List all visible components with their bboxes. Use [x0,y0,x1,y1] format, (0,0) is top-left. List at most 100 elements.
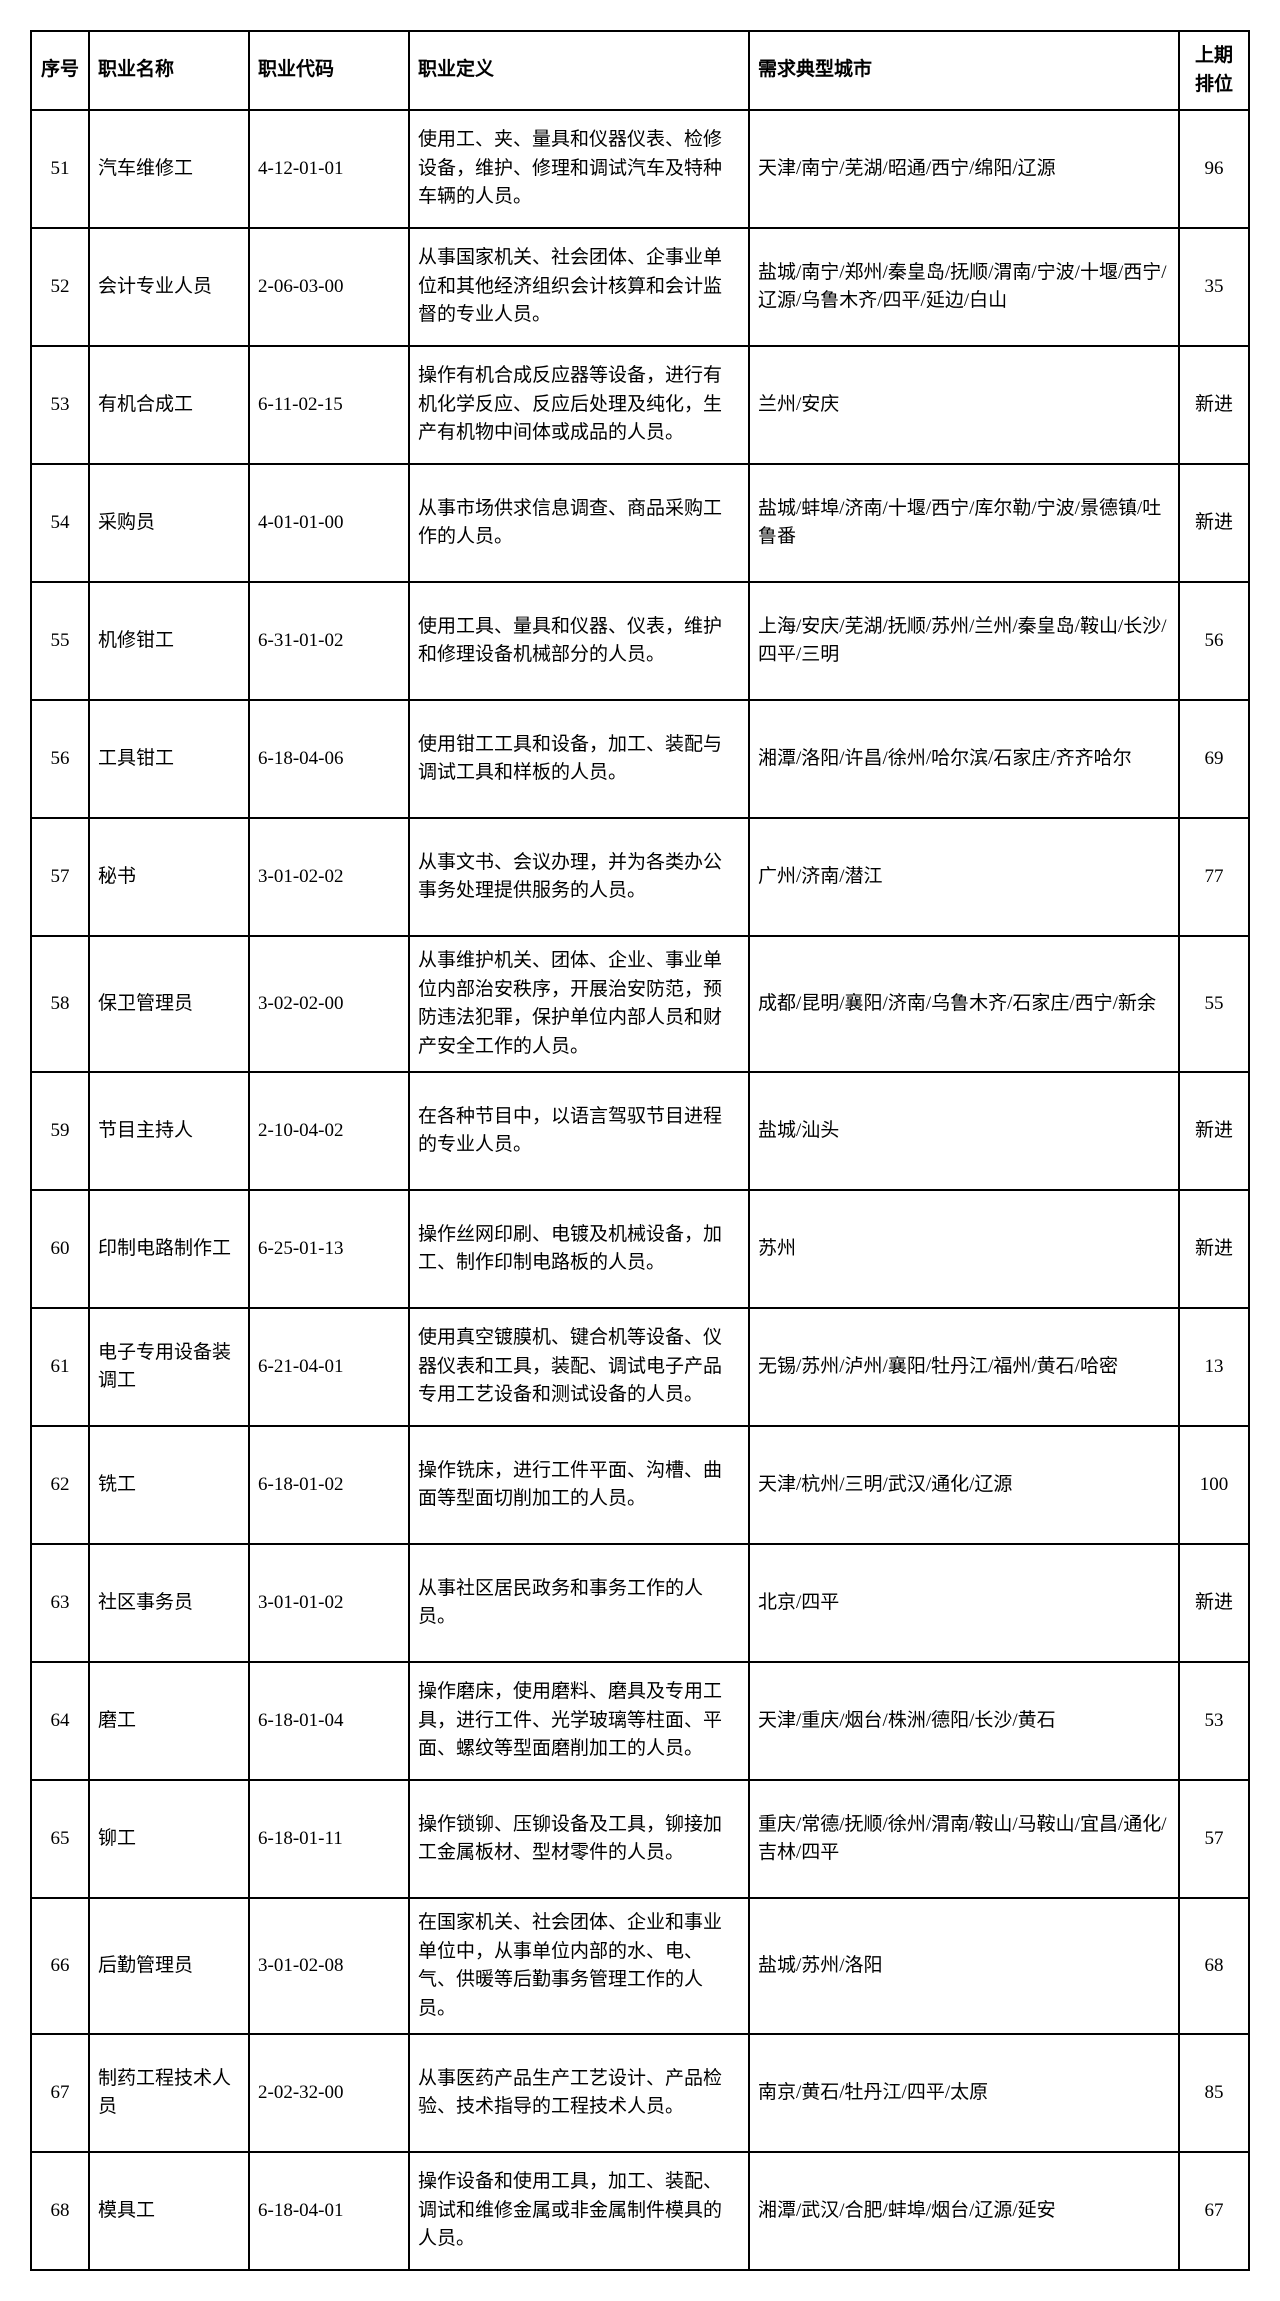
table-row: 62铣工6-18-01-02操作铣床，进行工件平面、沟槽、曲面等型面切削加工的人… [31,1426,1249,1544]
cell-definition: 使用真空镀膜机、键合机等设备、仪器仪表和工具，装配、调试电子产品专用工艺设备和测… [409,1308,749,1426]
cell-prev-rank: 68 [1179,1898,1249,2034]
cell-prev-rank: 新进 [1179,1190,1249,1308]
cell-definition: 从事医药产品生产工艺设计、产品检验、技术指导的工程技术人员。 [409,2034,749,2152]
table-row: 65铆工6-18-01-11操作锁铆、压铆设备及工具，铆接加工金属板材、型材零件… [31,1780,1249,1898]
table-row: 60印制电路制作工6-25-01-13操作丝网印刷、电镀及机械设备，加工、制作印… [31,1190,1249,1308]
cell-name: 节目主持人 [89,1072,249,1190]
cell-prev-rank: 56 [1179,582,1249,700]
cell-index: 67 [31,2034,89,2152]
cell-name: 保卫管理员 [89,936,249,1072]
cell-definition: 使用工具、量具和仪器、仪表，维护和修理设备机械部分的人员。 [409,582,749,700]
table-row: 67制药工程技术人员2-02-32-00从事医药产品生产工艺设计、产品检验、技术… [31,2034,1249,2152]
table-row: 68模具工6-18-04-01操作设备和使用工具，加工、装配、调试和维修金属或非… [31,2152,1249,2270]
cell-definition: 操作锁铆、压铆设备及工具，铆接加工金属板材、型材零件的人员。 [409,1780,749,1898]
table-body: 51汽车维修工4-12-01-01使用工、夹、量具和仪器仪表、检修设备，维护、修… [31,110,1249,2270]
cell-code: 6-21-04-01 [249,1308,409,1426]
cell-definition: 在各种节目中，以语言驾驭节目进程的专业人员。 [409,1072,749,1190]
cell-definition: 在国家机关、社会团体、企业和事业单位中，从事单位内部的水、电、气、供暖等后勤事务… [409,1898,749,2034]
table-row: 51汽车维修工4-12-01-01使用工、夹、量具和仪器仪表、检修设备，维护、修… [31,110,1249,228]
cell-prev-rank: 53 [1179,1662,1249,1780]
cell-code: 6-25-01-13 [249,1190,409,1308]
cell-code: 3-01-02-08 [249,1898,409,2034]
cell-code: 6-18-01-11 [249,1780,409,1898]
cell-code: 6-18-04-06 [249,700,409,818]
cell-definition: 使用工、夹、量具和仪器仪表、检修设备，维护、修理和调试汽车及特种车辆的人员。 [409,110,749,228]
table-row: 54采购员4-01-01-00从事市场供求信息调查、商品采购工作的人员。盐城/蚌… [31,464,1249,582]
cell-prev-rank: 13 [1179,1308,1249,1426]
table-row: 63社区事务员3-01-01-02从事社区居民政务和事务工作的人员。北京/四平新… [31,1544,1249,1662]
cell-name: 社区事务员 [89,1544,249,1662]
cell-cities: 无锡/苏州/泸州/襄阳/牡丹江/福州/黄石/哈密 [749,1308,1179,1426]
cell-cities: 盐城/蚌埠/济南/十堰/西宁/库尔勒/宁波/景德镇/吐鲁番 [749,464,1179,582]
cell-index: 64 [31,1662,89,1780]
cell-name: 有机合成工 [89,346,249,464]
cell-index: 68 [31,2152,89,2270]
cell-definition: 操作丝网印刷、电镀及机械设备，加工、制作印制电路板的人员。 [409,1190,749,1308]
cell-name: 后勤管理员 [89,1898,249,2034]
cell-prev-rank: 77 [1179,818,1249,936]
cell-cities: 湘潭/洛阳/许昌/徐州/哈尔滨/石家庄/齐齐哈尔 [749,700,1179,818]
cell-code: 6-18-04-01 [249,2152,409,2270]
table-row: 66后勤管理员3-01-02-08在国家机关、社会团体、企业和事业单位中，从事单… [31,1898,1249,2034]
cell-cities: 重庆/常德/抚顺/徐州/渭南/鞍山/马鞍山/宜昌/通化/吉林/四平 [749,1780,1179,1898]
cell-code: 2-10-04-02 [249,1072,409,1190]
cell-prev-rank: 新进 [1179,346,1249,464]
table-row: 55机修钳工6-31-01-02使用工具、量具和仪器、仪表，维护和修理设备机械部… [31,582,1249,700]
cell-code: 2-02-32-00 [249,2034,409,2152]
cell-index: 65 [31,1780,89,1898]
cell-code: 3-01-02-02 [249,818,409,936]
cell-definition: 从事文书、会议办理，并为各类办公事务处理提供服务的人员。 [409,818,749,936]
table-row: 58保卫管理员3-02-02-00从事维护机关、团体、企业、事业单位内部治安秩序… [31,936,1249,1072]
cell-cities: 湘潭/武汉/合肥/蚌埠/烟台/辽源/延安 [749,2152,1179,2270]
table-row: 56工具钳工6-18-04-06使用钳工工具和设备，加工、装配与调试工具和样板的… [31,700,1249,818]
cell-code: 3-01-01-02 [249,1544,409,1662]
cell-index: 58 [31,936,89,1072]
cell-index: 57 [31,818,89,936]
cell-cities: 南京/黄石/牡丹江/四平/太原 [749,2034,1179,2152]
cell-prev-rank: 57 [1179,1780,1249,1898]
cell-code: 4-12-01-01 [249,110,409,228]
cell-index: 61 [31,1308,89,1426]
cell-index: 59 [31,1072,89,1190]
cell-cities: 天津/南宁/芜湖/昭通/西宁/绵阳/辽源 [749,110,1179,228]
cell-name: 采购员 [89,464,249,582]
cell-definition: 从事维护机关、团体、企业、事业单位内部治安秩序，开展治安防范，预防违法犯罪，保护… [409,936,749,1072]
cell-code: 6-31-01-02 [249,582,409,700]
cell-cities: 成都/昆明/襄阳/济南/乌鲁木齐/石家庄/西宁/新余 [749,936,1179,1072]
cell-definition: 操作磨床，使用磨料、磨具及专用工具，进行工件、光学玻璃等柱面、平面、螺纹等型面磨… [409,1662,749,1780]
cell-name: 磨工 [89,1662,249,1780]
cell-definition: 从事市场供求信息调查、商品采购工作的人员。 [409,464,749,582]
cell-prev-rank: 新进 [1179,1544,1249,1662]
cell-name: 铆工 [89,1780,249,1898]
cell-prev-rank: 96 [1179,110,1249,228]
cell-definition: 操作设备和使用工具，加工、装配、调试和维修金属或非金属制件模具的人员。 [409,2152,749,2270]
cell-index: 52 [31,228,89,346]
cell-prev-rank: 67 [1179,2152,1249,2270]
cell-index: 53 [31,346,89,464]
cell-code: 3-02-02-00 [249,936,409,1072]
cell-cities: 盐城/苏州/洛阳 [749,1898,1179,2034]
cell-cities: 兰州/安庆 [749,346,1179,464]
cell-prev-rank: 新进 [1179,464,1249,582]
cell-name: 会计专业人员 [89,228,249,346]
table-row: 64磨工6-18-01-04操作磨床，使用磨料、磨具及专用工具，进行工件、光学玻… [31,1662,1249,1780]
cell-prev-rank: 69 [1179,700,1249,818]
cell-cities: 盐城/汕头 [749,1072,1179,1190]
cell-cities: 苏州 [749,1190,1179,1308]
cell-cities: 广州/济南/潜江 [749,818,1179,936]
header-index: 序号 [31,31,89,110]
table-row: 61电子专用设备装调工6-21-04-01使用真空镀膜机、键合机等设备、仪器仪表… [31,1308,1249,1426]
cell-index: 54 [31,464,89,582]
cell-definition: 从事国家机关、社会团体、企事业单位和其他经济组织会计核算和会计监督的专业人员。 [409,228,749,346]
table-row: 59节目主持人2-10-04-02在各种节目中，以语言驾驭节目进程的专业人员。盐… [31,1072,1249,1190]
header-row: 序号 职业名称 职业代码 职业定义 需求典型城市 上期排位 [31,31,1249,110]
cell-name: 秘书 [89,818,249,936]
cell-index: 60 [31,1190,89,1308]
cell-name: 机修钳工 [89,582,249,700]
cell-definition: 使用钳工工具和设备，加工、装配与调试工具和样板的人员。 [409,700,749,818]
table-row: 57秘书3-01-02-02从事文书、会议办理，并为各类办公事务处理提供服务的人… [31,818,1249,936]
cell-name: 印制电路制作工 [89,1190,249,1308]
table-row: 53有机合成工6-11-02-15操作有机合成反应器等设备，进行有机化学反应、反… [31,346,1249,464]
cell-cities: 上海/安庆/芜湖/抚顺/苏州/兰州/秦皇岛/鞍山/长沙/四平/三明 [749,582,1179,700]
cell-index: 66 [31,1898,89,2034]
